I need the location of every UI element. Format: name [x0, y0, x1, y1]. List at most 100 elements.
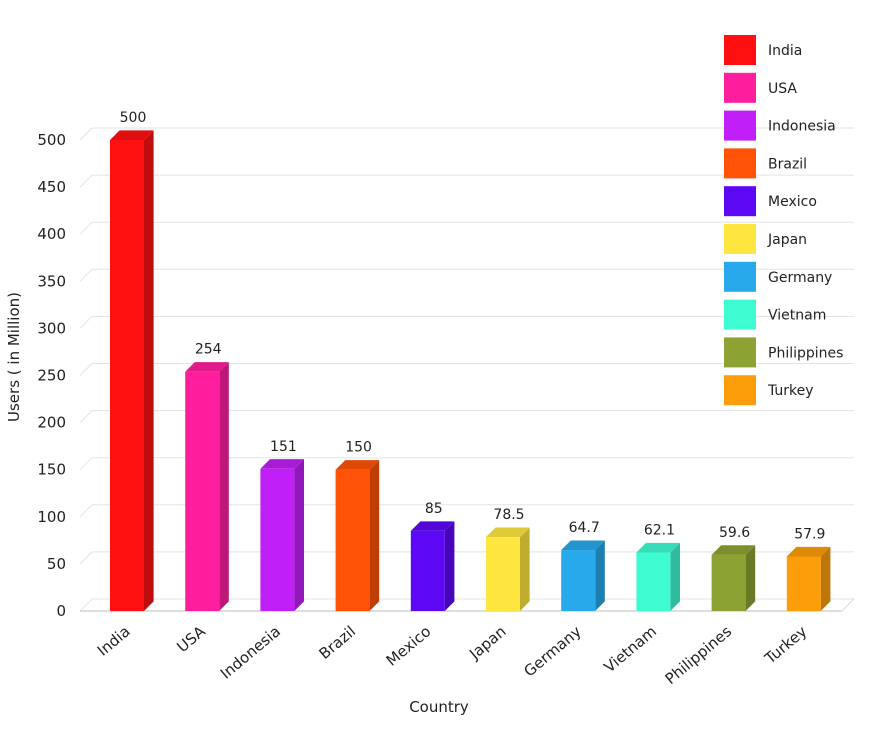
- bar-value-label: 62.1: [644, 523, 675, 539]
- bar-value-label: 85: [425, 501, 443, 517]
- x-tick-label: Japan: [465, 622, 509, 663]
- bar-front: [636, 552, 671, 611]
- grid-line-depth: [79, 221, 93, 235]
- y-tick-label: 150: [37, 461, 66, 479]
- bar-side: [369, 460, 380, 611]
- bar-side: [745, 545, 756, 611]
- bar-usa: 254: [185, 342, 229, 611]
- grid-line-depth: [79, 127, 93, 141]
- x-tick-label: Philippines: [662, 622, 736, 688]
- y-axis-title: Users ( in Million): [5, 292, 23, 422]
- bar-value-label: 64.7: [569, 520, 600, 536]
- legend-item: Turkey: [724, 375, 814, 406]
- legend-label: Indonesia: [768, 119, 836, 135]
- bar-philippines: 59.6: [711, 525, 756, 611]
- bar-germany: 64.7: [561, 520, 605, 611]
- bar-front: [410, 530, 445, 611]
- legend-swatch: [724, 35, 756, 65]
- grid-line-depth: [79, 504, 93, 518]
- legend-item: Mexico: [724, 186, 817, 217]
- grid-line-depth: [79, 363, 93, 376]
- y-tick-label: 450: [37, 178, 66, 196]
- bar-value-label: 78.5: [493, 507, 524, 523]
- y-tick-label: 300: [37, 319, 66, 337]
- bar-front: [110, 140, 144, 611]
- grid-line-depth: [79, 551, 93, 565]
- bar-value-label: 150: [345, 440, 372, 456]
- bar-turkey: 57.9: [786, 526, 831, 611]
- bar-side: [294, 459, 304, 611]
- y-tick-label: 500: [37, 131, 66, 149]
- legend-label: Mexico: [768, 194, 817, 210]
- bar-top: [410, 521, 455, 531]
- bar-top: [636, 542, 680, 553]
- x-tick-label: Indonesia: [217, 622, 284, 682]
- bar-side: [595, 540, 605, 611]
- x-tick-label: Turkey: [761, 622, 811, 668]
- bar-value-label: 500: [120, 110, 147, 126]
- legend-swatch: [724, 375, 756, 406]
- bar-side: [219, 362, 229, 611]
- bar-value-label: 151: [270, 439, 297, 455]
- bar-vietnam: 62.1: [636, 523, 680, 611]
- bar-top: [335, 460, 380, 470]
- legend-item: Vietnam: [724, 299, 826, 330]
- legend-swatch: [724, 337, 756, 368]
- bar-front: [711, 554, 746, 611]
- legend-label: Turkey: [767, 383, 814, 399]
- legend-item: Philippines: [724, 337, 843, 368]
- bar-value-label: 254: [195, 342, 222, 358]
- y-tick-label: 400: [37, 225, 66, 243]
- y-axis-ticks: 0 50 100 150 200 250 300 350 400 450 500: [37, 131, 66, 620]
- bar-front: [185, 371, 220, 611]
- legend-swatch: [724, 148, 756, 179]
- legend-item: USA: [724, 72, 797, 103]
- legend: India USA Indonesia Brazil Mexico Japan German…: [724, 35, 843, 406]
- bar-side: [670, 542, 680, 611]
- bar-top: [110, 130, 154, 140]
- legend-label: USA: [768, 81, 797, 97]
- legend-label: Germany: [768, 270, 832, 286]
- legend-item: Germany: [724, 261, 832, 292]
- legend-swatch: [724, 72, 756, 103]
- legend-swatch: [724, 224, 756, 254]
- bar-side: [820, 546, 831, 611]
- legend-item: Brazil: [724, 148, 807, 179]
- grid-line-depth: [79, 268, 93, 282]
- legend-label: Japan: [767, 232, 807, 248]
- bar-top: [185, 362, 229, 372]
- x-tick-label: India: [94, 622, 134, 659]
- grid-line-depth: [79, 174, 93, 188]
- grid-line-depth: [79, 598, 93, 612]
- legend-item: Japan: [724, 224, 807, 254]
- bar-top: [561, 540, 605, 551]
- y-tick-label: 350: [37, 272, 66, 290]
- x-tick-label: Germany: [520, 622, 584, 680]
- bar-front: [335, 469, 370, 611]
- x-tick-label: Vietnam: [600, 622, 659, 676]
- legend-swatch: [724, 110, 756, 141]
- bars: 500 254 151 150 85 78.5 64.7 62.1 59.6 57.9: [110, 110, 831, 611]
- y-tick-label: 0: [56, 602, 66, 620]
- bar-front: [786, 556, 821, 611]
- bar-value-label: 59.6: [719, 525, 750, 541]
- bar-top: [486, 527, 530, 538]
- y-tick-label: 50: [47, 555, 66, 573]
- bar-japan: 78.5: [486, 507, 530, 611]
- floor-edge: [841, 598, 855, 612]
- grid-line-depth: [79, 457, 93, 471]
- bar-top: [260, 459, 304, 469]
- y-tick-label: 100: [37, 508, 66, 526]
- x-axis-ticks: India USA Indonesia Brazil Mexico Japan German…: [94, 622, 811, 688]
- grid-line-depth: [79, 316, 93, 329]
- legend-label: Vietnam: [768, 308, 826, 324]
- bar-top: [711, 545, 756, 555]
- x-tick-label: USA: [173, 622, 209, 656]
- legend-item: Indonesia: [724, 110, 836, 141]
- legend-label: Philippines: [768, 345, 843, 361]
- x-tick-label: Mexico: [383, 622, 435, 669]
- legend-label: India: [768, 43, 802, 59]
- x-axis-title: Country: [409, 698, 469, 716]
- bar-side: [444, 521, 455, 611]
